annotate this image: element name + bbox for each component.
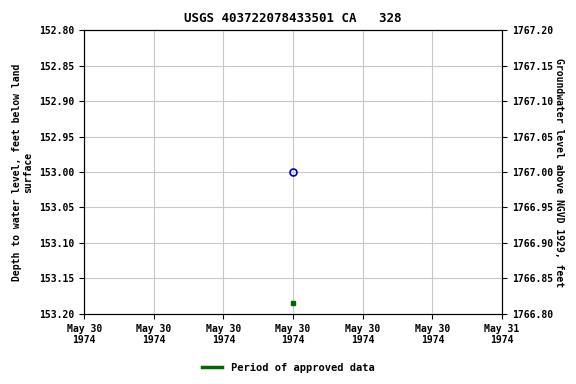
Legend: Period of approved data: Period of approved data [198,359,378,377]
Y-axis label: Groundwater level above NGVD 1929, feet: Groundwater level above NGVD 1929, feet [554,58,564,286]
Title: USGS 403722078433501 CA   328: USGS 403722078433501 CA 328 [184,12,402,25]
Y-axis label: Depth to water level, feet below land
surface: Depth to water level, feet below land su… [12,63,33,281]
